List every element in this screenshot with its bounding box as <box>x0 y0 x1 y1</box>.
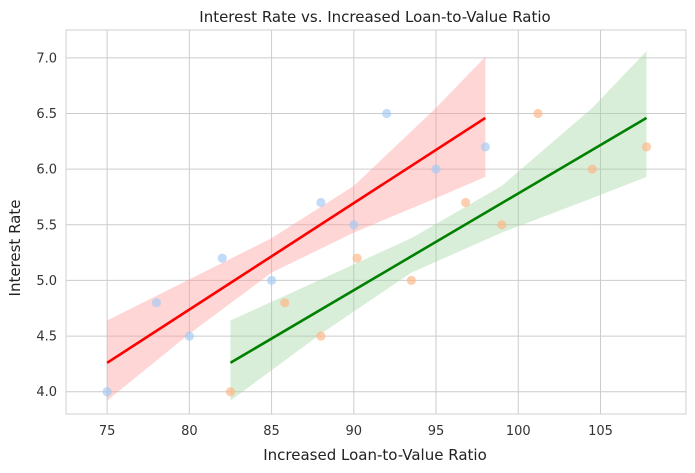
data-point <box>533 108 543 119</box>
data-point <box>641 142 652 152</box>
x-tick-label: 75 <box>99 424 116 439</box>
data-point <box>587 164 597 174</box>
y-tick-label: 5.5 <box>36 218 57 233</box>
data-point <box>184 331 194 341</box>
x-tick-label: 95 <box>428 424 445 439</box>
data-point <box>349 220 359 230</box>
chart-title: Interest Rate vs. Increased Loan-to-Valu… <box>199 8 550 26</box>
y-tick-label: 6.0 <box>36 163 57 178</box>
y-tick-label: 7.0 <box>36 51 57 66</box>
data-point <box>266 275 277 286</box>
x-tick-label: 85 <box>263 424 280 439</box>
data-point <box>431 164 441 174</box>
tick-labels: 75 80 85 90 95 100 105 4.0 4.5 5.0 5.5 6.0 6.5 7.0 <box>36 51 613 439</box>
x-tick-label: 100 <box>506 424 531 439</box>
data-point <box>382 108 392 119</box>
y-tick-label: 4.0 <box>36 385 57 400</box>
data-point <box>461 197 471 208</box>
y-tick-label: 5.0 <box>36 274 57 289</box>
y-axis-label: Interest Rate <box>6 200 24 297</box>
data-point <box>497 220 507 230</box>
data-point <box>316 331 326 341</box>
data-point <box>151 298 162 308</box>
data-point <box>480 142 490 152</box>
data-point <box>217 253 227 263</box>
x-tick-label: 105 <box>588 424 613 439</box>
data-point <box>225 387 236 397</box>
y-tick-label: 6.5 <box>36 107 57 122</box>
regression-lines <box>106 116 648 364</box>
confidence-bands <box>107 51 647 401</box>
data-point <box>280 298 290 308</box>
data-point <box>316 197 326 208</box>
confidence-band-1 <box>107 56 486 401</box>
x-axis-label: Increased Loan-to-Value Ratio <box>263 446 487 464</box>
x-tick-label: 80 <box>181 424 198 439</box>
regression-line-2 <box>229 116 648 364</box>
grid <box>66 30 686 414</box>
data-point <box>102 387 112 397</box>
data-points <box>102 108 652 397</box>
plot-frame <box>65 29 687 415</box>
y-tick-label: 4.5 <box>36 330 57 345</box>
regression-line-1 <box>106 116 487 364</box>
x-tick-label: 90 <box>346 424 363 439</box>
data-point <box>352 253 362 263</box>
confidence-band-2 <box>230 51 647 401</box>
data-point <box>406 275 416 286</box>
